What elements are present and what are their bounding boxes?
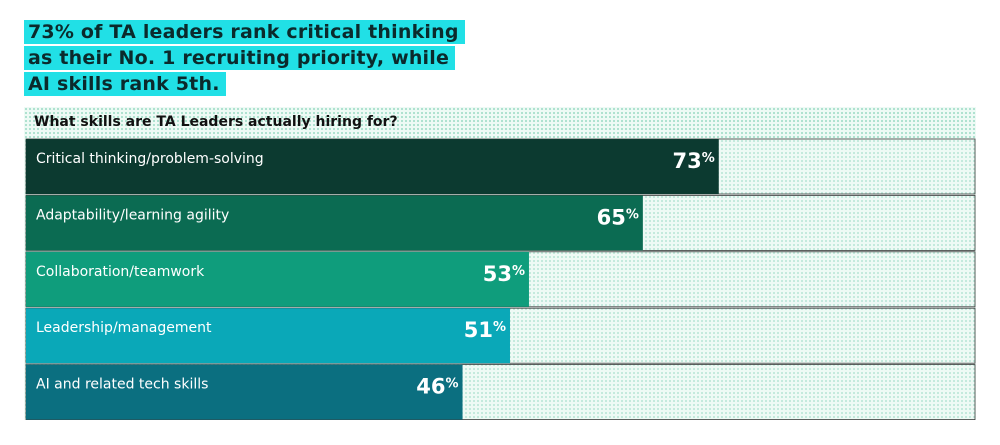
bar <box>26 364 463 420</box>
value-label: 46% <box>416 375 458 399</box>
value-label: 53% <box>483 262 525 286</box>
value-label: 51% <box>464 318 506 342</box>
bar <box>26 308 510 364</box>
headline: 73% of TA leaders rank critical thinking… <box>24 20 465 98</box>
headline-line-3: AI skills rank 5th. <box>24 72 226 96</box>
category-label: AI and related tech skills <box>36 377 208 393</box>
bar <box>26 251 529 307</box>
value-label: 65% <box>597 205 639 229</box>
category-label: Critical thinking/problem-solving <box>36 151 264 167</box>
category-label: Collaboration/teamwork <box>36 264 205 280</box>
category-label: Adaptability/learning agility <box>36 207 229 223</box>
category-label: Leadership/management <box>36 320 212 336</box>
value-label: 73% <box>673 149 715 173</box>
bar <box>26 195 643 251</box>
chart-title: What skills are TA Leaders actually hiri… <box>34 114 398 130</box>
headline-line-2: as their No. 1 recruiting priority, whil… <box>24 46 456 70</box>
headline-line-1: 73% of TA leaders rank critical thinking <box>24 20 465 44</box>
bar <box>26 139 719 194</box>
